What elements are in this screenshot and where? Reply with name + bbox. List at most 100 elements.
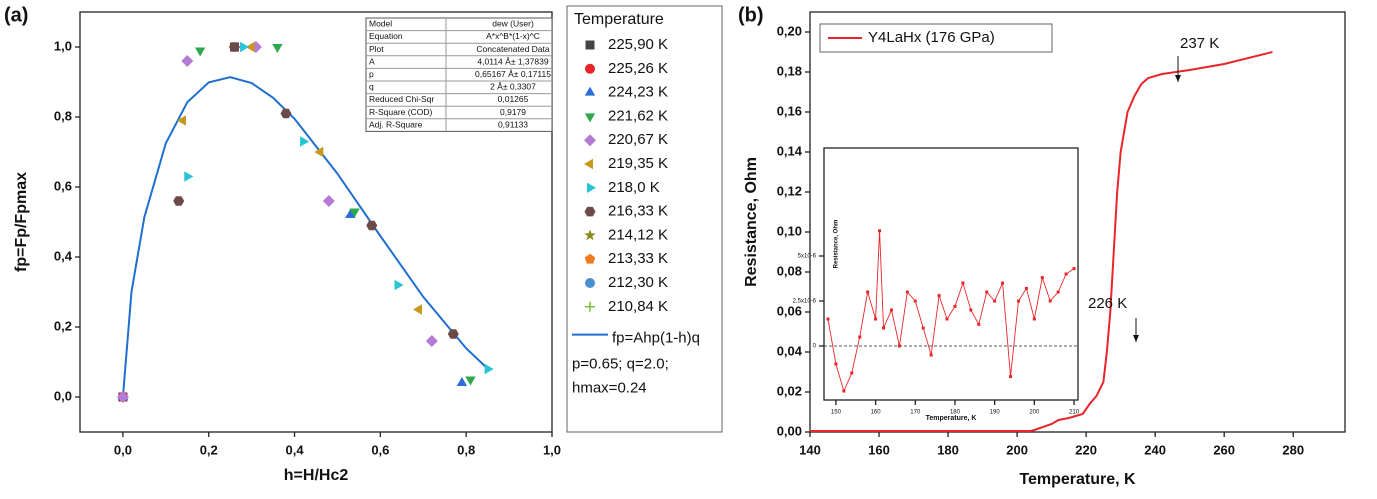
marker (366, 220, 378, 231)
marker (584, 134, 596, 147)
x-tick-label: 190 (990, 410, 1001, 416)
table-value: 0,65167 Å± 0,17115 (475, 69, 551, 79)
legend-title: Temperature (574, 11, 664, 28)
marker (322, 195, 335, 207)
note: hmax=0.24 (572, 380, 647, 397)
legend-label: 219,35 K (608, 155, 668, 172)
marker (584, 86, 596, 96)
marker (349, 208, 360, 218)
y-tick-label: 2,5x10-6 (793, 299, 817, 305)
x-axis-title: h=H/Hc2 (284, 467, 349, 484)
marker (272, 44, 283, 53)
marker (447, 329, 459, 339)
x-tick-label: 140 (799, 442, 821, 457)
inset-point (850, 371, 854, 375)
inset-x-title: Temperature, K (926, 415, 977, 422)
note: p=0.65; q=2.0; (572, 356, 669, 373)
x-tick-label: 170 (910, 410, 921, 416)
marker (456, 377, 468, 386)
marker (584, 206, 596, 217)
plot-frame (809, 11, 1346, 433)
inset-point (985, 290, 989, 294)
marker (240, 41, 250, 53)
x-tick-label: 260 (1213, 442, 1235, 457)
table-key: Plot (369, 44, 384, 54)
y-axis-title: fp=Fp/Fpmax (13, 172, 30, 272)
annotation: 237 K (1180, 35, 1219, 52)
x-tick-label: 0,6 (371, 442, 389, 457)
table-key: p (369, 69, 374, 79)
inset-bg (824, 148, 1078, 400)
table-key: Adj. R-Square (369, 119, 423, 129)
y-tick-label: 0,6 (54, 178, 72, 193)
table-value: 4,0114 Å± 1,37839 (477, 56, 548, 66)
legend-label: 212,30 K (608, 274, 668, 291)
marker (194, 47, 206, 57)
marker (584, 253, 596, 264)
table-value: dew (User) (492, 19, 534, 29)
x-tick-label: 200 (1006, 442, 1028, 457)
y-tick-label: 0,18 (777, 63, 802, 78)
annotation: 226 K (1088, 295, 1127, 312)
marker (345, 209, 356, 218)
marker (314, 146, 324, 158)
marker (181, 55, 194, 67)
inset-point (878, 229, 882, 233)
inset-point (842, 389, 846, 393)
y-tick-label: 0,16 (777, 103, 802, 118)
y-tick-label: 0,0 (54, 388, 72, 403)
legend-label: 224,23 K (608, 84, 668, 101)
legend-label: 220,67 K (608, 131, 668, 148)
x-tick-label: 0,2 (200, 442, 218, 457)
inset-point (1040, 276, 1044, 280)
table-key: R-Square (COD) (369, 107, 432, 117)
fit-curve (121, 76, 489, 398)
legend-label: 225,90 K (608, 36, 668, 53)
inset-point (1072, 267, 1076, 271)
marker (585, 301, 595, 312)
legend (566, 5, 723, 433)
legend-label: fp=Ahp(1-h)q (612, 330, 700, 347)
table-value: 2 Å± 0,3307 (490, 82, 536, 92)
marker (587, 182, 596, 193)
marker (585, 63, 595, 74)
table-value: A*x^B*(1-x)^C (486, 31, 540, 41)
inset-point (1009, 375, 1013, 379)
arrow-head (1133, 335, 1139, 342)
y-tick-label: 0,12 (777, 183, 802, 198)
table-key: A (369, 56, 375, 66)
legend-label: 221,62 K (608, 107, 668, 124)
inset-point (1016, 299, 1020, 303)
inset-point (889, 308, 893, 312)
inset-point (858, 335, 862, 339)
x-tick-label: 0,8 (457, 442, 475, 457)
marker (412, 304, 422, 315)
inset-point (961, 281, 965, 285)
y-tick-label: 0,14 (777, 143, 803, 158)
table-value: 0,01265 (498, 94, 529, 104)
y-tick-label: 0,20 (777, 23, 802, 38)
table-value: Concatenated Data (476, 44, 550, 54)
panel-label: (b) (738, 4, 764, 26)
data-line (810, 51, 1273, 432)
x-tick-label: 200 (1029, 410, 1040, 416)
y-tick-label: 0,04 (777, 343, 803, 358)
y-tick-label: 0,02 (777, 383, 802, 398)
table-key: Reduced Chi-Sqr (369, 94, 434, 104)
inset-point (945, 317, 949, 321)
table-key: Equation (369, 31, 403, 41)
plot-frame (823, 147, 1079, 401)
legend-label: 218,0 K (608, 179, 660, 196)
table-value: 0,91133 (498, 119, 528, 129)
marker (584, 229, 596, 241)
inset-point (977, 322, 981, 326)
inset-point (834, 362, 838, 366)
inset-point (874, 317, 878, 321)
marker (585, 278, 595, 288)
inset-point (1032, 317, 1036, 321)
inset-point (826, 317, 830, 321)
x-tick-label: 150 (831, 410, 842, 416)
plot-frame (79, 11, 553, 433)
legend-label: 225,26 K (608, 60, 668, 77)
